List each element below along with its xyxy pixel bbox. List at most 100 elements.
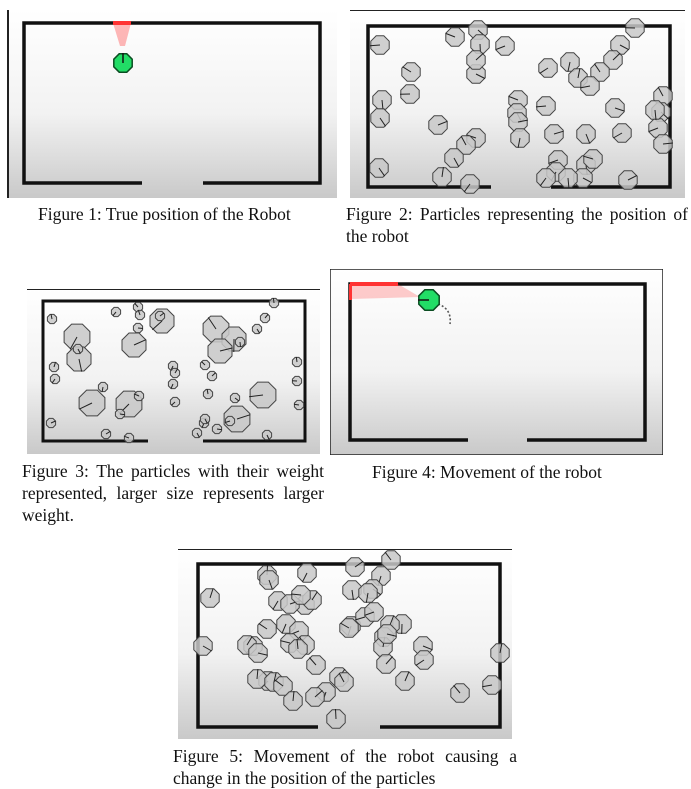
figure-1-image bbox=[7, 10, 337, 198]
figure-3-panel bbox=[27, 289, 320, 454]
particle bbox=[580, 76, 600, 96]
panel-background bbox=[7, 10, 337, 198]
particle bbox=[100, 428, 112, 440]
particle bbox=[372, 90, 392, 110]
particle bbox=[121, 332, 147, 358]
particle bbox=[536, 168, 556, 188]
particle bbox=[191, 427, 203, 439]
particle bbox=[291, 585, 311, 605]
particle bbox=[482, 675, 502, 695]
figure-3-image bbox=[27, 289, 320, 454]
particle bbox=[445, 27, 465, 47]
figure-3-caption: Figure 3: The particles with their weigh… bbox=[22, 461, 324, 525]
panel-background bbox=[330, 269, 663, 455]
particle bbox=[224, 415, 236, 427]
particle bbox=[583, 149, 603, 169]
particle bbox=[381, 550, 401, 570]
particle bbox=[342, 580, 362, 600]
figure-4-caption: Figure 4: Movement of the robot bbox=[372, 462, 602, 482]
particle bbox=[249, 381, 277, 409]
particle bbox=[306, 655, 326, 675]
particle bbox=[200, 588, 220, 608]
arena-wall bbox=[22, 21, 322, 185]
particle bbox=[610, 35, 630, 55]
arena-wall bbox=[348, 282, 647, 442]
figure-4-image bbox=[330, 269, 663, 455]
robot bbox=[418, 289, 440, 311]
particle bbox=[199, 413, 211, 425]
figure-5-panel bbox=[178, 549, 512, 739]
particle bbox=[558, 168, 578, 189]
particle bbox=[444, 148, 464, 168]
particle bbox=[261, 429, 273, 441]
panel-background bbox=[178, 549, 512, 739]
particle bbox=[273, 676, 293, 696]
particle bbox=[202, 388, 214, 400]
particle bbox=[345, 557, 365, 577]
sensor-hit-side bbox=[349, 284, 352, 300]
figure-1-caption: Figure 1: True position of the Robot bbox=[38, 204, 291, 224]
particle bbox=[251, 323, 263, 335]
particle bbox=[490, 643, 510, 663]
particle bbox=[154, 310, 166, 322]
particle bbox=[334, 672, 354, 692]
particle bbox=[432, 167, 452, 187]
particle bbox=[466, 64, 486, 84]
particle bbox=[293, 399, 305, 411]
particle bbox=[259, 570, 279, 590]
particle bbox=[535, 96, 556, 116]
particle bbox=[248, 643, 268, 663]
particle bbox=[590, 62, 610, 82]
particle bbox=[207, 338, 233, 364]
particle bbox=[257, 619, 277, 639]
particle bbox=[110, 306, 122, 318]
figure-4-panel bbox=[330, 269, 663, 455]
particle bbox=[49, 373, 61, 385]
particle bbox=[544, 124, 564, 144]
robot bbox=[113, 53, 133, 73]
figure-1-panel bbox=[7, 10, 337, 198]
particle bbox=[211, 423, 223, 435]
particle bbox=[358, 583, 378, 603]
particle bbox=[169, 367, 181, 379]
particle bbox=[369, 35, 390, 55]
particle bbox=[234, 336, 246, 348]
particle bbox=[123, 432, 135, 444]
figure-5-caption: Figure 5: Movement of the robot causing … bbox=[173, 746, 517, 788]
particle bbox=[645, 100, 665, 120]
particle bbox=[72, 343, 84, 355]
particle bbox=[538, 58, 558, 78]
arena-wall bbox=[41, 299, 307, 443]
particle bbox=[510, 128, 530, 148]
particle bbox=[132, 322, 144, 334]
particle bbox=[466, 50, 486, 70]
particle bbox=[247, 668, 267, 689]
particle bbox=[169, 396, 181, 408]
particle bbox=[288, 639, 308, 659]
particle bbox=[268, 297, 280, 309]
particle bbox=[193, 636, 213, 656]
particle bbox=[618, 170, 638, 190]
particle bbox=[576, 124, 596, 144]
particle bbox=[376, 654, 396, 674]
particle bbox=[624, 18, 645, 38]
figure-5-image bbox=[178, 549, 512, 739]
particle bbox=[395, 671, 415, 691]
particle bbox=[133, 390, 145, 402]
particle bbox=[66, 346, 92, 372]
figure-2-caption: Figure 2: Particles representing the pos… bbox=[346, 204, 688, 246]
particle bbox=[305, 687, 325, 707]
particle bbox=[456, 135, 476, 155]
particle bbox=[603, 50, 623, 70]
sensor-hit bbox=[113, 21, 131, 25]
particle bbox=[167, 378, 179, 390]
robot-trail bbox=[437, 303, 452, 325]
particle bbox=[364, 602, 384, 622]
figure-2-panel bbox=[350, 10, 685, 198]
arena-wall bbox=[366, 24, 672, 189]
particle bbox=[46, 313, 58, 325]
particle bbox=[369, 158, 389, 178]
particle bbox=[460, 174, 480, 194]
particle bbox=[291, 356, 303, 368]
particle bbox=[377, 624, 397, 644]
